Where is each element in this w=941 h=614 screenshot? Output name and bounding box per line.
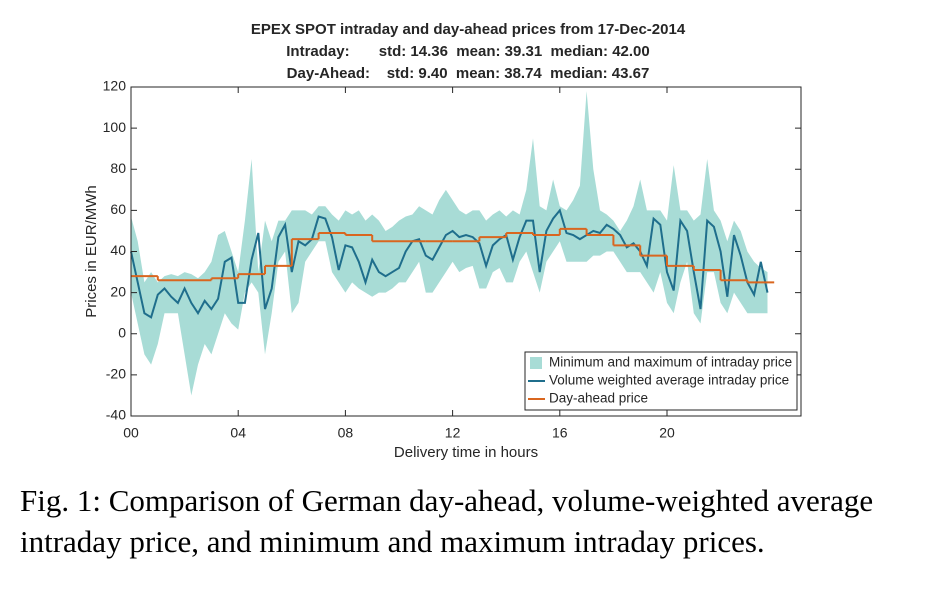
x-tick-label: 04 xyxy=(230,425,246,441)
x-tick-label: 16 xyxy=(552,425,568,441)
legend-label: Volume weighted average intraday price xyxy=(549,373,789,388)
price-line xyxy=(130,208,769,319)
y-tick-label: 100 xyxy=(103,119,127,135)
chart-title: Day-Ahead: std: 9.40 mean: 38.74 median:… xyxy=(287,65,650,82)
caption: Fig. 1: Comparison of German day-ahead, … xyxy=(20,483,874,559)
y-tick-label: -20 xyxy=(106,366,126,382)
y-tick-label: 20 xyxy=(110,283,126,299)
chart: EPEX SPOT intraday and day-ahead prices … xyxy=(83,21,802,461)
x-axis-label: Delivery time in hours xyxy=(394,444,538,461)
y-tick-label: 120 xyxy=(103,78,127,94)
x-tick-label: 08 xyxy=(338,425,354,441)
chart-title: Intraday: std: 14.36 mean: 39.31 median:… xyxy=(286,43,650,60)
legend-box xyxy=(524,351,798,411)
y-tick-label: 80 xyxy=(110,160,126,176)
min-max-band xyxy=(131,91,768,396)
y-tick-label: 0 xyxy=(118,324,126,340)
x-tick-label: 12 xyxy=(445,425,461,441)
x-tick-label: 20 xyxy=(659,425,675,441)
legend-label: Minimum and maximum of intraday price xyxy=(549,355,792,370)
x-tick-label: 00 xyxy=(123,425,139,441)
chart-title: EPEX SPOT intraday and day-ahead prices … xyxy=(251,21,686,38)
y-axis-label: Prices in EUR/MWh xyxy=(83,185,100,318)
y-tick-label: 60 xyxy=(110,201,126,217)
legend-label: Day-ahead price xyxy=(549,391,648,406)
y-tick-label: 40 xyxy=(110,242,126,258)
y-tick-label: -40 xyxy=(106,407,126,423)
legend-swatch xyxy=(530,357,542,369)
